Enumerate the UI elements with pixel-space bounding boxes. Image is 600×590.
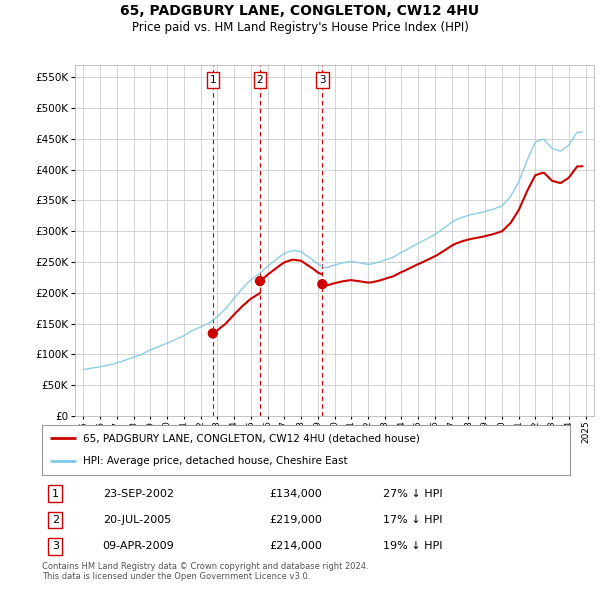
Text: £214,000: £214,000 xyxy=(269,542,322,552)
Text: 20-JUL-2005: 20-JUL-2005 xyxy=(103,515,171,525)
Text: £219,000: £219,000 xyxy=(269,515,322,525)
Text: 1: 1 xyxy=(209,76,216,86)
Text: 09-APR-2009: 09-APR-2009 xyxy=(103,542,175,552)
Text: 1: 1 xyxy=(52,489,59,499)
Text: £134,000: £134,000 xyxy=(269,489,322,499)
Text: HPI: Average price, detached house, Cheshire East: HPI: Average price, detached house, Ches… xyxy=(83,457,348,467)
Text: 19% ↓ HPI: 19% ↓ HPI xyxy=(383,542,442,552)
Text: 2: 2 xyxy=(52,515,59,525)
Point xyxy=(255,276,265,286)
Text: 17% ↓ HPI: 17% ↓ HPI xyxy=(383,515,442,525)
Text: 2: 2 xyxy=(257,76,263,86)
Text: Price paid vs. HM Land Registry's House Price Index (HPI): Price paid vs. HM Land Registry's House … xyxy=(131,21,469,34)
Text: 3: 3 xyxy=(319,76,326,86)
Point xyxy=(317,280,327,289)
Text: 65, PADGBURY LANE, CONGLETON, CW12 4HU (detached house): 65, PADGBURY LANE, CONGLETON, CW12 4HU (… xyxy=(83,433,420,443)
Text: 23-SEP-2002: 23-SEP-2002 xyxy=(103,489,174,499)
Text: 3: 3 xyxy=(52,542,59,552)
Point xyxy=(208,329,218,338)
Text: 65, PADGBURY LANE, CONGLETON, CW12 4HU: 65, PADGBURY LANE, CONGLETON, CW12 4HU xyxy=(121,4,479,18)
Text: 27% ↓ HPI: 27% ↓ HPI xyxy=(383,489,442,499)
Text: This data is licensed under the Open Government Licence v3.0.: This data is licensed under the Open Gov… xyxy=(42,572,310,581)
Text: Contains HM Land Registry data © Crown copyright and database right 2024.: Contains HM Land Registry data © Crown c… xyxy=(42,562,368,571)
